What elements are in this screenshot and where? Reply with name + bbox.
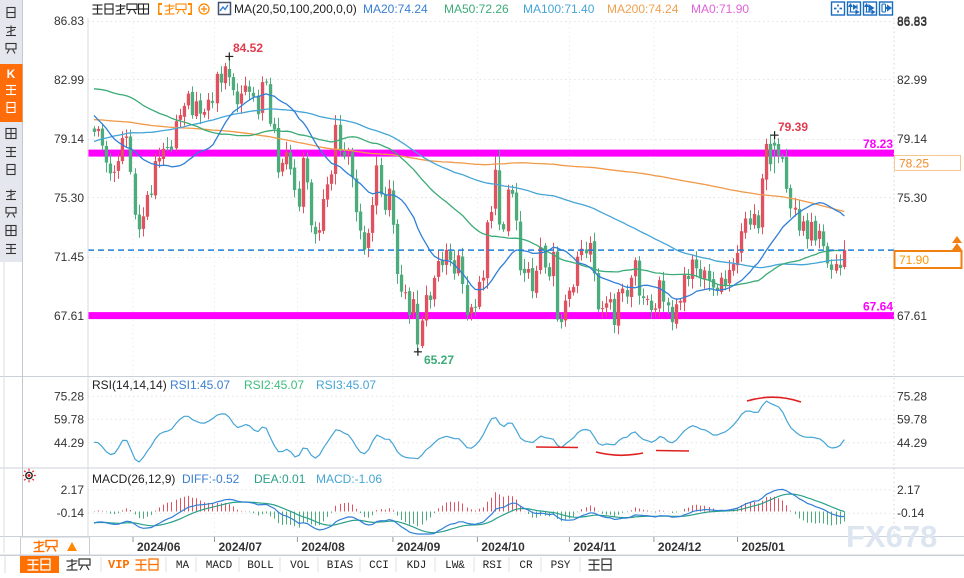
svg-text:K: K: [7, 67, 16, 81]
svg-text:2024/12: 2024/12: [658, 540, 702, 554]
svg-text:-0.14: -0.14: [897, 506, 925, 520]
svg-text:VIP: VIP: [108, 558, 130, 572]
svg-text:RSI2:45.07: RSI2:45.07: [244, 378, 304, 392]
svg-text:RSI1:45.07: RSI1:45.07: [170, 378, 230, 392]
svg-text:75.28: 75.28: [897, 389, 927, 403]
svg-text:84.52: 84.52: [233, 41, 263, 55]
svg-text:86.83: 86.83: [54, 14, 84, 28]
svg-text:CR: CR: [519, 560, 533, 572]
svg-text:2025/01: 2025/01: [742, 540, 786, 554]
svg-text:LW&: LW&: [445, 560, 465, 572]
svg-text:65.27: 65.27: [424, 353, 454, 367]
svg-text:MACD:-1.06: MACD:-1.06: [316, 472, 382, 486]
svg-text:MA: MA: [176, 560, 190, 572]
svg-text:MA200:74.24: MA200:74.24: [607, 2, 679, 16]
svg-text:MA(20,50,100,200,0,0): MA(20,50,100,200,0,0): [234, 2, 357, 16]
svg-text:67.61: 67.61: [897, 309, 927, 323]
svg-text:MACD: MACD: [206, 560, 233, 572]
svg-text:MA100:71.40: MA100:71.40: [523, 2, 595, 16]
svg-text:MACD(26,12,9): MACD(26,12,9): [92, 472, 175, 486]
svg-text:2.17: 2.17: [897, 483, 921, 497]
svg-text:2024/06: 2024/06: [137, 540, 181, 554]
svg-text:59.78: 59.78: [897, 412, 927, 426]
svg-text:VOL: VOL: [290, 560, 310, 572]
svg-text:RSI(14,14,14): RSI(14,14,14): [92, 378, 167, 392]
svg-text:KDJ: KDJ: [407, 560, 427, 572]
svg-text:79.39: 79.39: [778, 120, 808, 134]
svg-text:FX678: FX678: [846, 519, 937, 554]
svg-text:71.45: 71.45: [54, 250, 84, 264]
svg-text:71.90: 71.90: [899, 253, 929, 267]
svg-text:MA0:71.90: MA0:71.90: [691, 2, 749, 16]
svg-text:RSI3:45.07: RSI3:45.07: [316, 378, 376, 392]
svg-text:75.30: 75.30: [54, 191, 84, 205]
svg-text:86.83: 86.83: [897, 15, 927, 29]
svg-text:2024/09: 2024/09: [397, 540, 441, 554]
svg-text:86.83: 86.83: [897, 14, 927, 28]
svg-text:79.14: 79.14: [54, 132, 84, 146]
svg-text:44.29: 44.29: [897, 436, 927, 450]
svg-text:DIFF:-0.52: DIFF:-0.52: [182, 472, 240, 486]
svg-text:44.29: 44.29: [54, 436, 84, 450]
svg-text:79.14: 79.14: [897, 132, 927, 146]
svg-text:PSY: PSY: [551, 560, 571, 572]
svg-text:78.25: 78.25: [899, 157, 929, 171]
svg-text:CCI: CCI: [369, 560, 389, 572]
svg-text:BIAS: BIAS: [327, 560, 354, 572]
svg-text:RSI: RSI: [483, 560, 503, 572]
svg-text:75.28: 75.28: [54, 389, 84, 403]
svg-text:59.78: 59.78: [54, 412, 84, 426]
svg-text:82.99: 82.99: [897, 73, 927, 87]
svg-text:67.64: 67.64: [863, 300, 893, 314]
svg-text:MA50:72.26: MA50:72.26: [444, 2, 509, 16]
svg-text:2024/11: 2024/11: [573, 540, 616, 554]
svg-text:2.17: 2.17: [61, 483, 85, 497]
svg-text:DEA:0.01: DEA:0.01: [254, 472, 306, 486]
svg-text:MA20:74.24: MA20:74.24: [363, 2, 428, 16]
svg-text:67.61: 67.61: [54, 309, 84, 323]
svg-text:BOLL: BOLL: [247, 560, 273, 572]
svg-text:78.23: 78.23: [863, 137, 893, 151]
svg-text:82.99: 82.99: [54, 73, 84, 87]
svg-text:2024/07: 2024/07: [219, 540, 263, 554]
svg-text:2024/10: 2024/10: [481, 540, 525, 554]
svg-text:2024/08: 2024/08: [301, 540, 345, 554]
svg-text:-0.14: -0.14: [57, 506, 85, 520]
svg-text:75.30: 75.30: [897, 191, 927, 205]
